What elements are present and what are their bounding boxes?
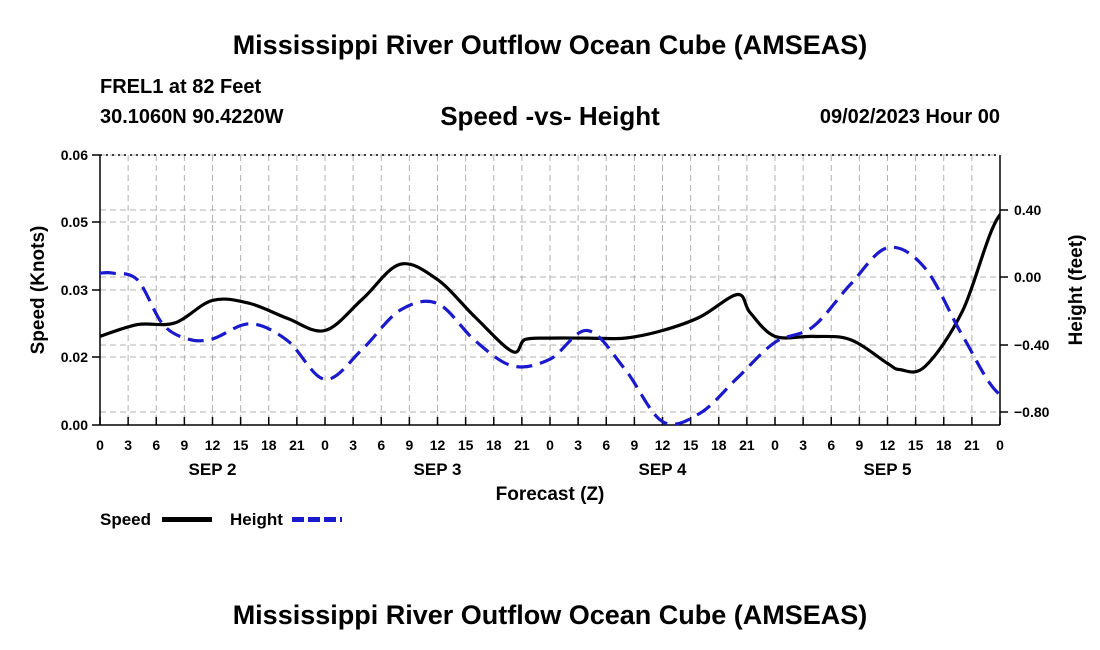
y-axis-title: Speed (Knots) xyxy=(28,226,49,355)
x-tick-label: 18 xyxy=(486,437,502,453)
x-tick-label: 0 xyxy=(96,437,104,453)
x-tick-label: 0 xyxy=(546,437,554,453)
chart-subtitle: Speed -vs- Height xyxy=(440,101,660,131)
x-tick-label: 6 xyxy=(602,437,610,453)
x-axis-title: Forecast (Z) xyxy=(496,484,605,505)
legend-height-label: Height xyxy=(230,510,283,529)
forecast-datetime: 09/02/2023 Hour 00 xyxy=(819,106,1000,128)
x-tick-label: 3 xyxy=(349,437,357,453)
series-line-speed xyxy=(100,212,1000,374)
x-tick-label: 15 xyxy=(683,437,699,453)
x-tick-label: 12 xyxy=(205,437,221,453)
day-label: SEP 3 xyxy=(414,460,462,479)
x-tick-label: 18 xyxy=(936,437,952,453)
y-tick-label: 0.03 xyxy=(61,282,88,298)
x-tick-label: 0 xyxy=(996,437,1004,453)
y2-tick-label: 0.00 xyxy=(1014,269,1041,285)
x-tick-label: 6 xyxy=(152,437,160,453)
y2-tick-label: −0.80 xyxy=(1014,404,1050,420)
y-tick-label: 0.06 xyxy=(61,147,88,163)
day-label: SEP 2 xyxy=(189,460,237,479)
x-tick-label: 0 xyxy=(321,437,329,453)
y-tick-label: 0.00 xyxy=(61,417,88,433)
x-tick-label: 18 xyxy=(711,437,727,453)
x-tick-label: 18 xyxy=(261,437,277,453)
x-tick-label: 21 xyxy=(289,437,305,453)
x-tick-label: 15 xyxy=(458,437,474,453)
day-label: SEP 4 xyxy=(639,460,687,479)
x-tick-label: 0 xyxy=(771,437,779,453)
x-tick-label: 12 xyxy=(880,437,896,453)
x-tick-label: 21 xyxy=(964,437,980,453)
station-coordinates: 30.1060N 90.4220W xyxy=(100,106,284,128)
x-tick-label: 9 xyxy=(405,437,413,453)
chart-main-title: Mississippi River Outflow Ocean Cube (AM… xyxy=(232,30,868,60)
legend-speed-label: Speed xyxy=(100,510,152,529)
legend-speed-swatch xyxy=(162,517,212,522)
x-tick-label: 3 xyxy=(124,437,132,453)
chart-footer-title: Mississippi River Outflow Ocean Cube (AM… xyxy=(232,600,868,630)
legend-height-swatch xyxy=(292,517,342,522)
y2-tick-label: 0.40 xyxy=(1014,202,1041,218)
x-tick-label: 3 xyxy=(574,437,582,453)
x-tick-label: 21 xyxy=(514,437,530,453)
x-tick-label: 15 xyxy=(908,437,924,453)
day-label: SEP 5 xyxy=(864,460,912,479)
y2-tick-label: −0.40 xyxy=(1014,337,1050,353)
y-tick-label: 0.05 xyxy=(61,214,88,230)
x-tick-label: 6 xyxy=(827,437,835,453)
series-line-height xyxy=(100,245,1000,426)
x-tick-label: 3 xyxy=(799,437,807,453)
station-label: FREL1 at 82 Feet xyxy=(100,76,262,98)
x-tick-label: 12 xyxy=(430,437,446,453)
x-tick-label: 15 xyxy=(233,437,249,453)
x-tick-label: 6 xyxy=(377,437,385,453)
x-tick-label: 12 xyxy=(655,437,671,453)
y2-axis-title: Height (feet) xyxy=(1066,235,1087,346)
x-tick-label: 21 xyxy=(739,437,755,453)
x-tick-label: 9 xyxy=(630,437,638,453)
x-tick-label: 9 xyxy=(855,437,863,453)
x-tick-label: 9 xyxy=(180,437,188,453)
y-tick-label: 0.02 xyxy=(61,349,88,365)
